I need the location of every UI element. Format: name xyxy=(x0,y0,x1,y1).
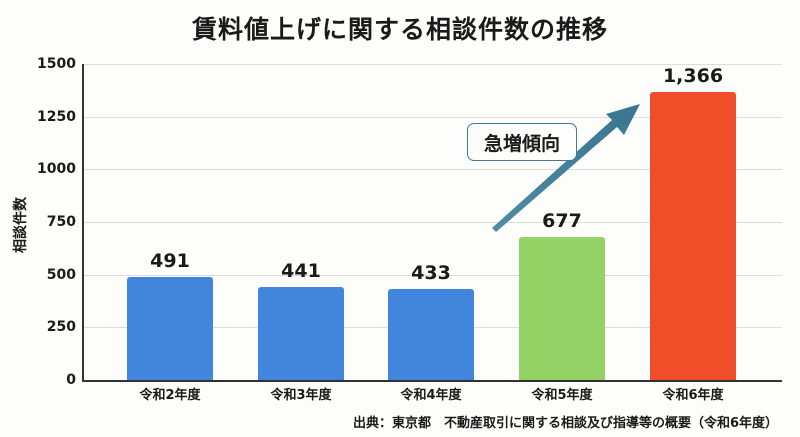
bar-value-label: 677 xyxy=(542,210,582,233)
y-tick-label: 750 xyxy=(46,214,76,230)
x-category-label: 令和3年度 xyxy=(270,388,332,403)
gridline xyxy=(82,274,782,276)
gridline xyxy=(82,169,782,171)
y-tick-label: 1000 xyxy=(37,161,76,178)
source-note: 出典：東京都 不動産取引に関する相談及び指導等の概要（令和6年度） xyxy=(352,416,778,431)
x-category-label: 令和4年度 xyxy=(400,388,462,403)
chart-title: 賃料値上げに関する相談件数の推移 xyxy=(191,15,608,44)
trend-callout-text: 急増傾向 xyxy=(483,132,560,155)
y-tick-label: 1250 xyxy=(37,108,76,125)
bar-value-label: 1,366 xyxy=(662,65,724,88)
y-axis-line xyxy=(82,64,84,381)
bar-value-label: 491 xyxy=(150,249,190,272)
y-tick-label: 0 xyxy=(66,372,76,388)
trend-callout: 急増傾向 xyxy=(467,123,577,161)
x-category-label: 令和6年度 xyxy=(662,388,724,403)
bar xyxy=(650,92,736,380)
bar xyxy=(127,276,213,380)
bar xyxy=(258,287,344,380)
gridline xyxy=(82,64,782,65)
y-tick-label: 500 xyxy=(46,266,76,283)
y-tick-label: 1500 xyxy=(37,56,76,72)
bar-value-label: 441 xyxy=(281,260,321,283)
x-category-label: 令和2年度 xyxy=(139,388,201,403)
x-axis-line xyxy=(82,380,782,382)
x-category-label: 令和5年度 xyxy=(531,388,593,403)
bar-value-label: 433 xyxy=(411,261,451,284)
gridline xyxy=(82,116,782,118)
bar xyxy=(519,237,605,380)
y-tick-label: 250 xyxy=(46,319,76,336)
gridline xyxy=(82,222,782,223)
bar xyxy=(388,288,474,380)
